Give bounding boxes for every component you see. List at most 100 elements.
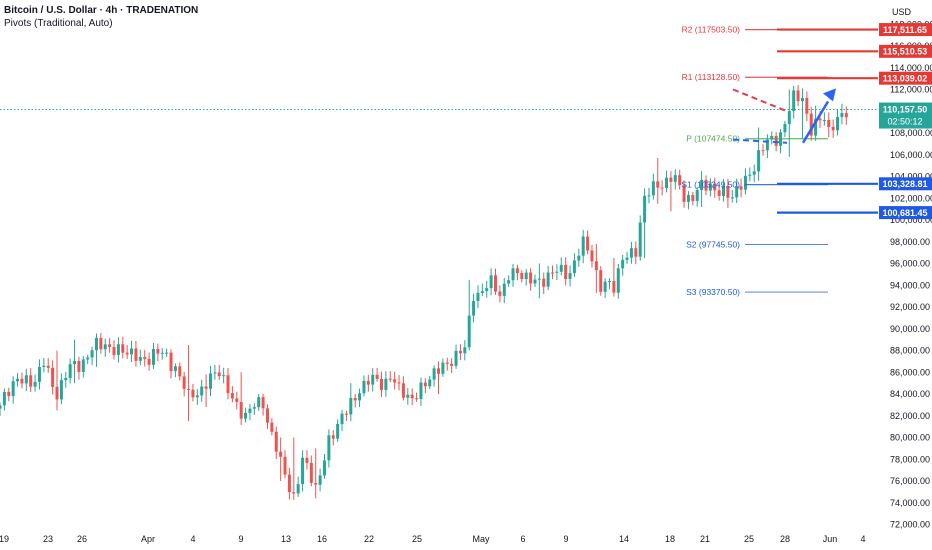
candle [700, 179, 704, 191]
pivot-label-r2: R2 (117503.50) [682, 25, 741, 35]
candle [498, 291, 502, 296]
candle [20, 378, 24, 384]
candle [735, 186, 739, 198]
candle [581, 236, 585, 256]
zone-price-tag [879, 206, 932, 220]
candle [7, 391, 11, 397]
current-price-tag [879, 102, 932, 129]
candle [524, 272, 528, 280]
candle [103, 344, 107, 350]
candle [774, 135, 778, 146]
zone-price-label: 115,510.53 [883, 47, 928, 57]
candle [73, 360, 77, 365]
candle [489, 275, 493, 289]
candle [279, 451, 283, 457]
candle [822, 120, 826, 122]
candle [770, 135, 774, 140]
price-tick: 86,000.00 [890, 367, 930, 377]
candle [143, 357, 147, 359]
candle [156, 349, 160, 354]
candle [437, 368, 440, 374]
price-tick: 94,000.00 [890, 280, 930, 290]
candle [432, 368, 436, 380]
candle [612, 281, 616, 293]
candle [353, 397, 357, 401]
zone-price-tag [879, 44, 932, 58]
candle [546, 272, 550, 287]
time-tick: 19 [0, 534, 9, 544]
time-tick: 16 [317, 534, 327, 544]
candle [90, 350, 94, 358]
candle [226, 375, 230, 394]
price-tick: 102,000.00 [890, 193, 932, 203]
candle [195, 395, 199, 398]
time-tick: 18 [665, 534, 675, 544]
time-tick: Apr [141, 534, 155, 544]
price-axis[interactable]: 72,000.00 74,000.00 76,000.00 78,000.00 80,0… [879, 19, 932, 530]
bar-countdown: 02:50:12 [887, 117, 922, 127]
candle [629, 248, 633, 258]
candle [647, 195, 651, 197]
candle [336, 423, 340, 439]
price-tick: 112,000.00 [890, 85, 932, 95]
candle [542, 278, 546, 287]
candle [594, 261, 598, 271]
candle [722, 186, 726, 196]
candle [173, 366, 177, 372]
pivot-levels: R2 (117503.50) R1 (113128.50) P (107474.50… [0, 25, 878, 297]
candle [743, 175, 747, 190]
candle [160, 352, 164, 354]
candle [366, 380, 370, 385]
candle [371, 374, 375, 385]
candle [112, 347, 116, 355]
candle [603, 281, 607, 292]
candle [169, 352, 173, 372]
time-tick: 23 [43, 534, 53, 544]
candle [458, 350, 462, 354]
price-tick: 90,000.00 [890, 324, 930, 334]
candle [520, 273, 524, 280]
zone-price-label: 113,039.02 [883, 74, 928, 84]
candle [165, 352, 169, 354]
candle [151, 349, 155, 365]
candle-layer [0, 90, 848, 494]
candle [814, 118, 818, 136]
candle [379, 378, 383, 390]
pivot-label-s1: S1 (103249.50) [681, 180, 740, 190]
candle [757, 150, 761, 172]
candle [261, 397, 265, 409]
candle [239, 401, 243, 419]
candle [467, 315, 471, 348]
candle [533, 279, 537, 284]
candle [200, 386, 204, 396]
candle [537, 278, 541, 280]
price-tick: 114,000.00 [890, 63, 932, 73]
candle [213, 372, 217, 374]
symbol-title[interactable]: Bitcoin / U.S. Dollar · 4h · TRADENATION [4, 5, 199, 16]
candle [358, 393, 362, 401]
candle [191, 389, 195, 398]
candle [836, 116, 840, 131]
candle [77, 360, 81, 372]
zone-price-tag [879, 71, 932, 85]
candle [322, 460, 326, 476]
candle [809, 113, 813, 136]
candle [292, 492, 296, 494]
price-tick: 108,000.00 [890, 128, 932, 138]
candle [625, 257, 629, 260]
candle [660, 187, 664, 189]
candle [656, 181, 660, 188]
zone-price-tag [879, 177, 932, 191]
candle [24, 375, 28, 384]
candle [555, 271, 559, 273]
indicator-legend[interactable]: Pivots (Traditional, Auto) [4, 18, 113, 29]
candle [805, 97, 809, 114]
candle [388, 378, 392, 380]
candle [344, 413, 348, 415]
candle [726, 186, 730, 198]
time-axis[interactable]: 19 23 26 Apr 4 9 13 16 22 25 May 6 9 14 18 21 25 28 Jun 4 [0, 534, 866, 544]
candle [428, 379, 432, 387]
candle [94, 337, 98, 351]
